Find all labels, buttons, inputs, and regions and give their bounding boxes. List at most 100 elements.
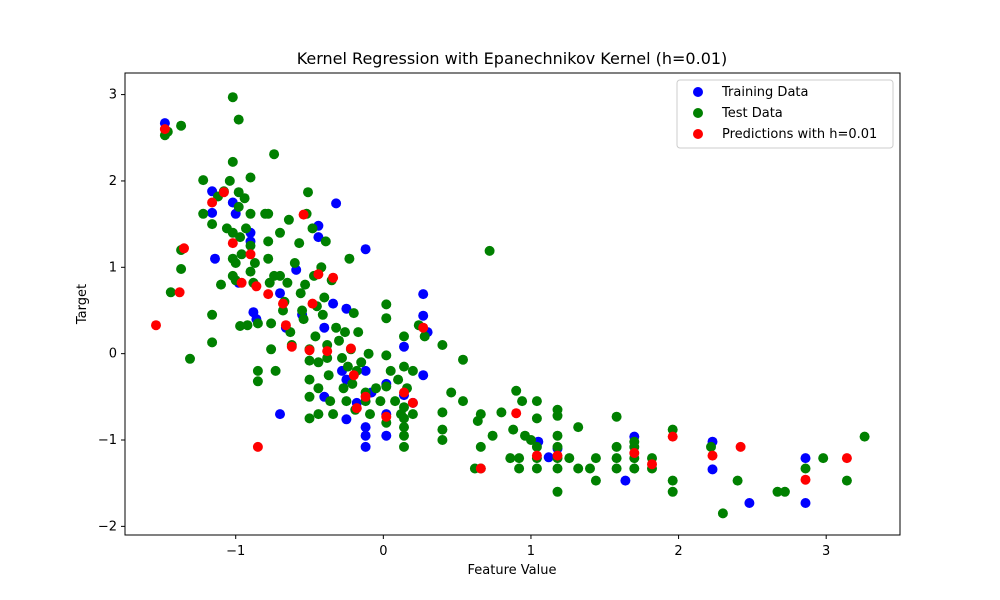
data-point xyxy=(458,396,468,407)
data-point xyxy=(496,407,507,418)
data-point xyxy=(365,409,375,420)
data-point xyxy=(667,486,678,497)
data-point xyxy=(732,475,743,486)
data-point xyxy=(235,321,246,331)
data-point xyxy=(552,430,563,441)
legend-label-training: Training Data xyxy=(721,85,808,100)
data-point xyxy=(381,381,392,392)
data-point xyxy=(331,198,342,209)
data-point xyxy=(295,288,306,299)
y-tick-label: 3 xyxy=(109,88,117,103)
data-point xyxy=(252,376,263,387)
data-point xyxy=(340,327,350,338)
data-point xyxy=(263,236,274,247)
data-point xyxy=(263,289,274,300)
data-point xyxy=(300,279,311,290)
data-point xyxy=(484,245,495,256)
data-point xyxy=(360,430,371,441)
data-point xyxy=(531,396,542,407)
data-point xyxy=(207,337,218,348)
data-point xyxy=(611,463,622,474)
data-point xyxy=(407,365,418,376)
data-point xyxy=(328,409,339,420)
data-point xyxy=(573,463,584,474)
data-point xyxy=(418,322,429,333)
data-point xyxy=(275,409,285,420)
data-point xyxy=(531,413,542,424)
data-point xyxy=(207,219,218,230)
x-axis-label: Feature Value xyxy=(468,563,557,578)
data-point xyxy=(159,124,170,135)
x-tick-label: 3 xyxy=(822,544,830,559)
data-point xyxy=(620,475,631,486)
data-point xyxy=(399,402,409,413)
x-tick-label: 2 xyxy=(674,544,682,559)
data-point xyxy=(347,378,358,389)
data-point xyxy=(552,441,563,452)
legend-frame xyxy=(676,79,894,149)
data-point xyxy=(245,266,256,277)
data-point xyxy=(230,258,241,268)
data-point xyxy=(328,298,339,309)
data-point xyxy=(245,240,256,251)
data-point xyxy=(399,422,409,433)
data-point xyxy=(263,253,274,264)
data-point xyxy=(629,448,640,458)
data-point xyxy=(278,305,288,316)
data-point xyxy=(218,187,229,198)
data-point xyxy=(322,346,333,357)
legend-marker-training xyxy=(693,87,703,97)
data-point xyxy=(437,424,448,435)
data-point xyxy=(841,453,852,464)
data-point xyxy=(342,361,353,372)
data-point xyxy=(360,441,371,452)
data-point xyxy=(348,308,359,319)
data-point xyxy=(236,277,247,288)
data-point xyxy=(319,292,330,303)
data-point xyxy=(313,383,324,394)
data-point xyxy=(437,407,448,418)
data-point xyxy=(399,361,409,372)
data-point xyxy=(629,463,640,474)
data-point xyxy=(351,403,362,414)
data-point xyxy=(227,227,238,238)
data-point xyxy=(313,409,324,420)
data-point xyxy=(151,320,161,331)
data-point xyxy=(283,214,294,225)
data-point xyxy=(236,249,247,260)
data-point xyxy=(307,223,318,234)
data-point xyxy=(227,156,238,167)
data-point xyxy=(552,486,563,497)
data-point xyxy=(235,232,246,243)
data-point xyxy=(210,253,220,264)
data-point xyxy=(552,410,563,421)
data-point xyxy=(313,269,324,280)
data-point xyxy=(224,175,235,186)
data-point xyxy=(446,387,457,398)
data-point xyxy=(418,289,429,300)
data-point xyxy=(611,411,622,422)
data-point xyxy=(241,223,251,234)
data-point xyxy=(176,120,187,131)
data-point xyxy=(475,463,486,474)
legend-label-predictions: Predictions with h=0.01 xyxy=(722,127,877,142)
data-point xyxy=(270,365,281,376)
data-point xyxy=(297,305,308,316)
data-point xyxy=(233,201,244,212)
data-point xyxy=(399,430,409,441)
data-point xyxy=(207,197,218,208)
data-point xyxy=(407,397,418,408)
data-point xyxy=(514,463,525,474)
data-point xyxy=(275,270,285,281)
data-point xyxy=(263,208,274,219)
data-point xyxy=(800,463,811,474)
data-point xyxy=(179,243,189,254)
x-tick-label: 1 xyxy=(527,544,535,559)
data-point xyxy=(356,357,367,368)
data-point xyxy=(275,227,285,238)
x-tick-label: −1 xyxy=(226,544,245,559)
data-point xyxy=(341,414,352,425)
data-point xyxy=(325,396,336,407)
data-point xyxy=(233,114,244,125)
data-point xyxy=(344,253,355,264)
